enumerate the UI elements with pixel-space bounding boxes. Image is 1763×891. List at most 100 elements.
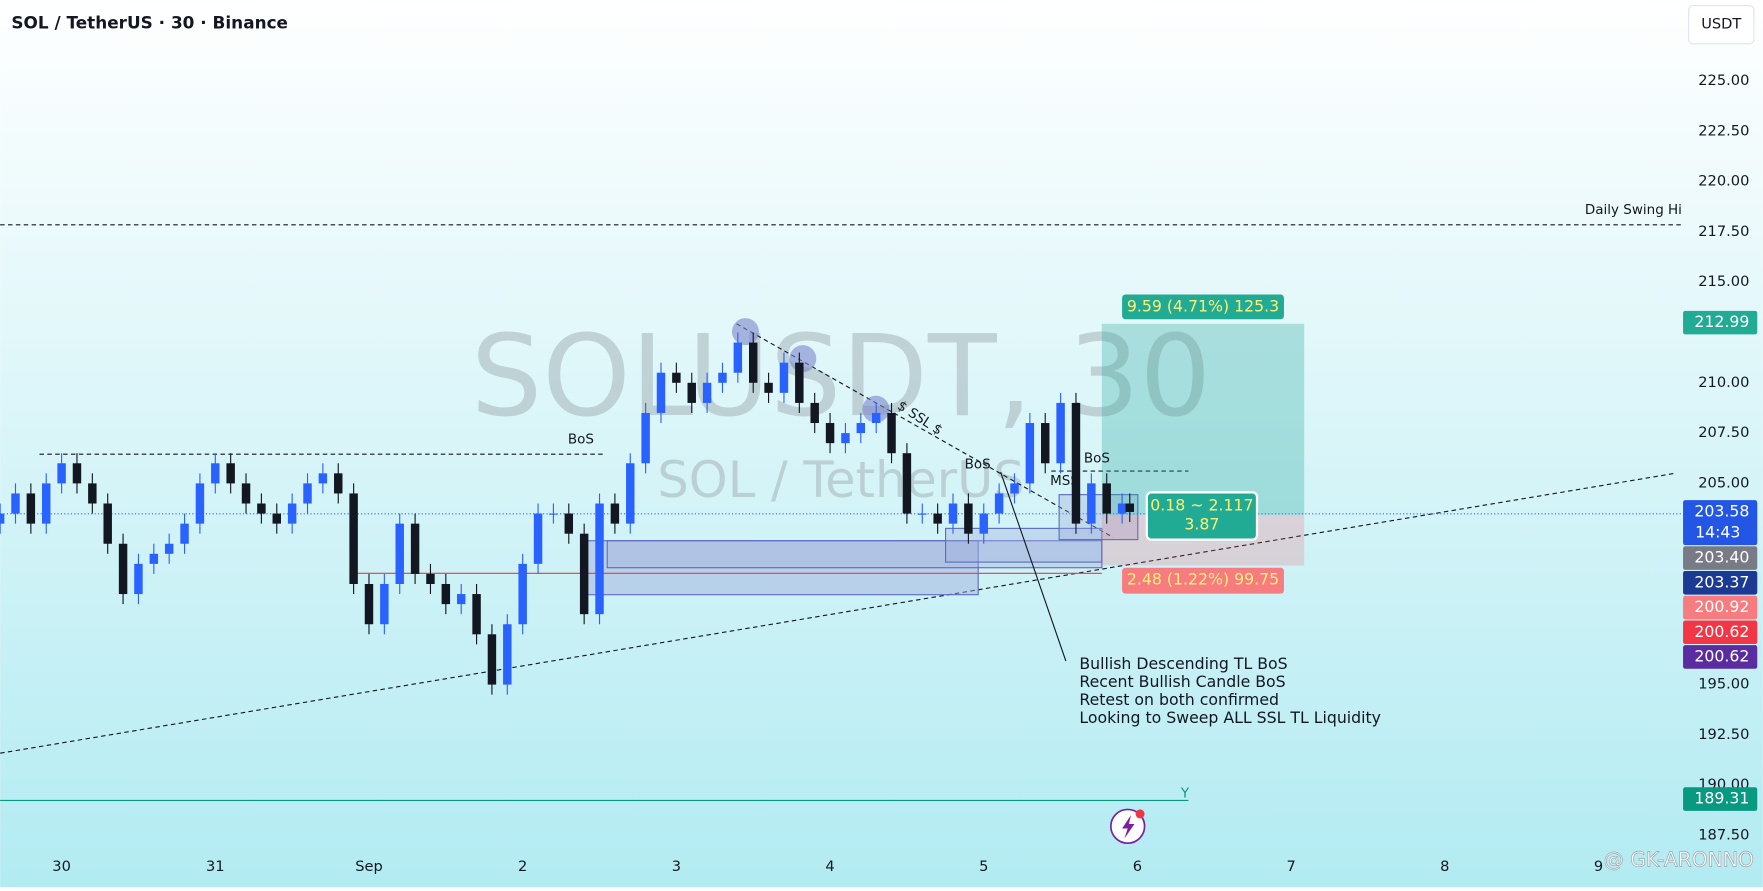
- position-ratio: 0.18 ~ 2.117: [1150, 495, 1253, 514]
- price-badge-label: 200.62: [1694, 646, 1749, 665]
- candle-body: [610, 503, 620, 524]
- axes: 187.50190.00192.50195.00205.00207.50210.…: [52, 72, 1758, 875]
- price-badge: [1683, 620, 1758, 645]
- y-tick-label: 192.50: [1698, 726, 1749, 743]
- price-badge-label: 189.31: [1694, 789, 1749, 808]
- currency-label: USDT: [1701, 16, 1741, 33]
- candle-body: [487, 634, 497, 685]
- note-line: Recent Bullish Candle BoS: [1079, 672, 1285, 691]
- candle-body: [672, 372, 681, 383]
- candle-body: [549, 513, 558, 515]
- bos-label: BoS: [965, 456, 991, 472]
- candle-body: [733, 342, 743, 373]
- candle-body: [1010, 483, 1019, 494]
- swing-circle: [731, 318, 759, 346]
- stop-badge: [1122, 567, 1284, 594]
- candle-body: [118, 543, 128, 595]
- candle-body: [72, 463, 82, 484]
- candle-body: [533, 513, 543, 564]
- candle-body: [364, 583, 374, 625]
- watermark: SOLUSDT, 30: [471, 311, 1211, 442]
- drawings: [0, 224, 1684, 801]
- target-badge: [1122, 294, 1284, 320]
- candle-body: [241, 483, 251, 504]
- x-tick-label: 4: [825, 858, 834, 875]
- x-tick-label: 3: [672, 858, 681, 875]
- candle-body: [441, 583, 451, 605]
- note-line: Bullish Descending TL BoS: [1079, 654, 1287, 673]
- candle-body: [1056, 402, 1065, 464]
- candle-body: [164, 543, 174, 554]
- chart-title: SOL / TetherUS · 30 · Binance: [11, 13, 288, 33]
- price-badge-label: 203.37: [1694, 572, 1749, 591]
- price-badge: [1683, 787, 1758, 811]
- candle-body: [1125, 503, 1134, 512]
- candle-body: [810, 402, 819, 424]
- candle-body: [57, 463, 66, 484]
- y-tick-label: 187.50: [1698, 826, 1749, 843]
- order-block: [945, 527, 1103, 563]
- candle-body: [656, 372, 666, 413]
- alert-dot: [1135, 809, 1145, 819]
- candle-body: [994, 493, 1004, 514]
- x-tick-label: 8: [1440, 858, 1449, 875]
- candle-body: [856, 423, 866, 434]
- price-badge: [1683, 500, 1758, 546]
- candle-body: [948, 503, 958, 524]
- position-badge: [1145, 491, 1259, 541]
- candle-body: [303, 483, 312, 504]
- mss-label: MSS: [1050, 473, 1079, 489]
- candle-body: [795, 362, 804, 403]
- price-badge-label: 203.58: [1694, 501, 1749, 520]
- x-tick-label: 5: [979, 858, 988, 875]
- swing-label: Daily Swing Hi: [1585, 202, 1682, 218]
- candle-body: [918, 513, 927, 515]
- y-tick-label: 220.00: [1698, 173, 1749, 190]
- candle-body: [410, 523, 420, 574]
- candle-body: [702, 382, 712, 403]
- alert-bolt: [1122, 815, 1135, 839]
- price-badge-label: 203.40: [1694, 548, 1749, 567]
- note-arrow: [1000, 471, 1067, 662]
- watermark-subtitle: SOL / TetherUS: [657, 451, 1024, 509]
- candle-body: [1071, 402, 1081, 524]
- candle-body: [595, 503, 604, 615]
- candle-body: [42, 483, 51, 524]
- price-countdown: 14:43: [1695, 522, 1740, 541]
- candle-body: [395, 523, 404, 584]
- price-badge-label: 200.62: [1694, 622, 1749, 641]
- candle-body: [103, 503, 112, 544]
- y-tick-label: 222.50: [1698, 122, 1749, 139]
- candle-body: [226, 463, 235, 484]
- candle-body: [964, 503, 973, 534]
- y-marker: Y: [1180, 786, 1190, 802]
- candle-body: [134, 563, 143, 595]
- candle-body: [748, 342, 758, 383]
- note-line: Looking to Sweep ALL SSL TL Liquidity: [1079, 708, 1381, 727]
- candle-body: [180, 523, 189, 544]
- candle-body: [1087, 483, 1096, 524]
- y-tick-label: 225.00: [1698, 72, 1749, 89]
- author-watermark: @ GK-ARONNO: [1604, 848, 1754, 872]
- candle-body: [564, 513, 574, 534]
- price-badge: [1683, 546, 1758, 570]
- bos-label: BoS: [1084, 451, 1110, 467]
- candle-body: [456, 594, 466, 605]
- candle-body: [257, 503, 266, 514]
- candle-body: [825, 423, 835, 444]
- candle-body: [195, 483, 205, 524]
- currency-button[interactable]: [1688, 5, 1755, 45]
- candles: [0, 332, 1134, 695]
- candle-body: [380, 583, 389, 625]
- candle-body: [472, 594, 481, 635]
- x-tick-label: Sep: [355, 858, 383, 875]
- x-tick-label: 7: [1286, 858, 1295, 875]
- y-tick-label: 215.00: [1698, 273, 1749, 290]
- y-tick-label: 195.00: [1698, 676, 1749, 693]
- target-label: 9.59 (4.71%) 125.3: [1127, 296, 1279, 315]
- candle-body: [871, 412, 881, 424]
- candle-body: [687, 382, 696, 403]
- candle-body: [149, 553, 159, 564]
- candle-body: [979, 513, 988, 534]
